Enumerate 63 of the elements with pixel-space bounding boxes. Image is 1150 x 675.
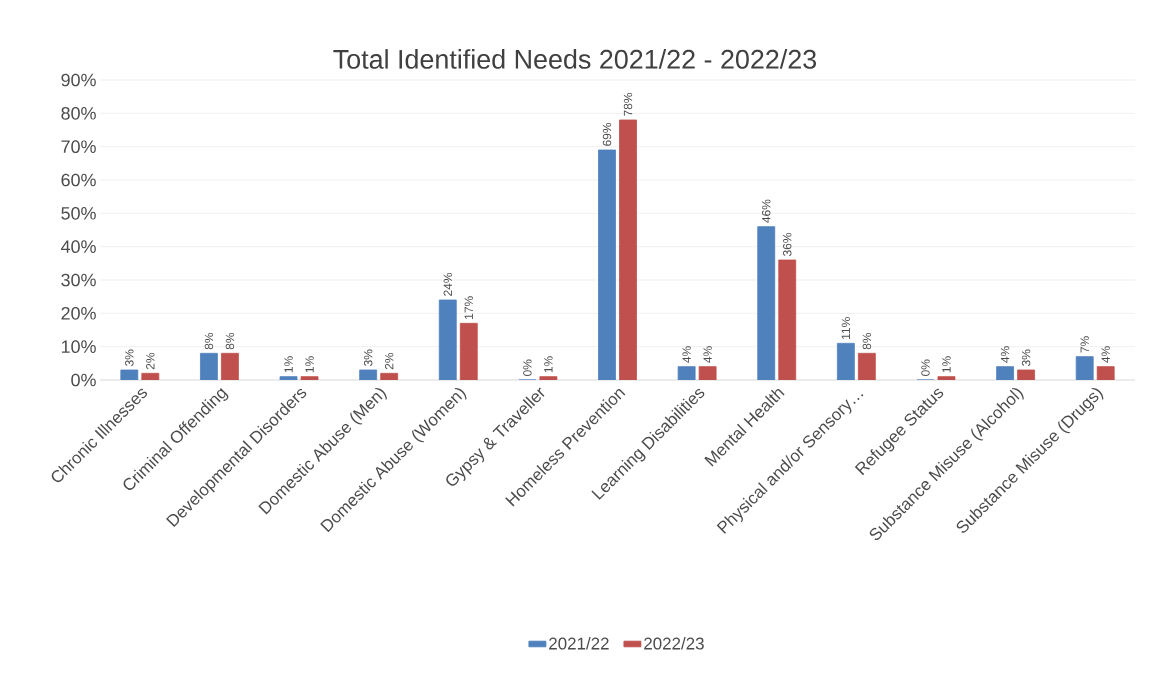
data-label: 4% <box>703 346 712 363</box>
data-label: 7% <box>1080 336 1089 353</box>
bar <box>937 376 956 380</box>
bar <box>1096 366 1115 380</box>
bar <box>996 366 1014 380</box>
y-tick-label: 30% <box>61 273 96 287</box>
bar <box>300 376 319 380</box>
y-tick-label: 20% <box>61 306 96 320</box>
bar <box>279 376 298 380</box>
data-label: 78% <box>623 92 633 116</box>
y-tick-label: 10% <box>61 340 96 353</box>
data-label: 4% <box>682 346 691 363</box>
data-label: 8% <box>862 332 872 350</box>
legend-label: 2021/22 <box>549 637 609 650</box>
bar <box>677 366 696 380</box>
chart-title: Total Identified Needs 2021/22 - 2022/23 <box>333 49 817 69</box>
y-tick-label: 40% <box>61 240 96 253</box>
data-label: 17% <box>464 296 473 319</box>
bar <box>380 372 399 380</box>
data-label: 1% <box>284 356 293 373</box>
legend-label: 2022/23 <box>644 637 704 650</box>
data-label: 1% <box>942 356 951 373</box>
y-tick-label: 0% <box>71 373 96 387</box>
data-label: 3% <box>363 349 373 367</box>
data-label: 24% <box>443 272 452 296</box>
bar <box>757 226 776 380</box>
y-tick-label: 80% <box>61 106 96 120</box>
bar <box>120 369 139 380</box>
bar <box>778 259 797 380</box>
bar <box>857 352 876 380</box>
bar <box>438 299 457 380</box>
data-label: 1% <box>305 356 314 373</box>
data-label: 3% <box>125 349 134 367</box>
y-tick-label: 70% <box>61 140 96 153</box>
bar <box>598 149 616 380</box>
data-label: 69% <box>602 122 612 146</box>
y-tick-label: 50% <box>61 206 96 220</box>
data-label: 3% <box>1021 349 1031 367</box>
data-label: 1% <box>544 356 553 373</box>
bar <box>200 352 218 380</box>
data-label: 11% <box>841 317 851 339</box>
bar <box>359 369 378 380</box>
data-label: 8% <box>225 332 235 350</box>
bar <box>221 352 239 380</box>
data-label: 2% <box>146 352 155 370</box>
y-tick-label: 60% <box>61 173 96 187</box>
data-label: 0% <box>921 359 930 376</box>
bar <box>698 366 717 380</box>
data-label: 4% <box>1101 346 1110 363</box>
bar <box>141 372 160 380</box>
data-label: 2% <box>384 352 394 370</box>
bar <box>619 119 637 380</box>
bar <box>539 376 558 380</box>
data-label: 8% <box>204 332 214 350</box>
bar <box>1017 369 1035 380</box>
data-label: 4% <box>1000 346 1010 363</box>
data-label: 46% <box>762 199 771 223</box>
bar <box>1075 356 1094 380</box>
data-label: 0% <box>523 359 532 376</box>
data-label: 36% <box>783 232 792 257</box>
bar <box>459 322 478 380</box>
y-tick-label: 90% <box>61 73 96 87</box>
bar <box>836 342 855 380</box>
